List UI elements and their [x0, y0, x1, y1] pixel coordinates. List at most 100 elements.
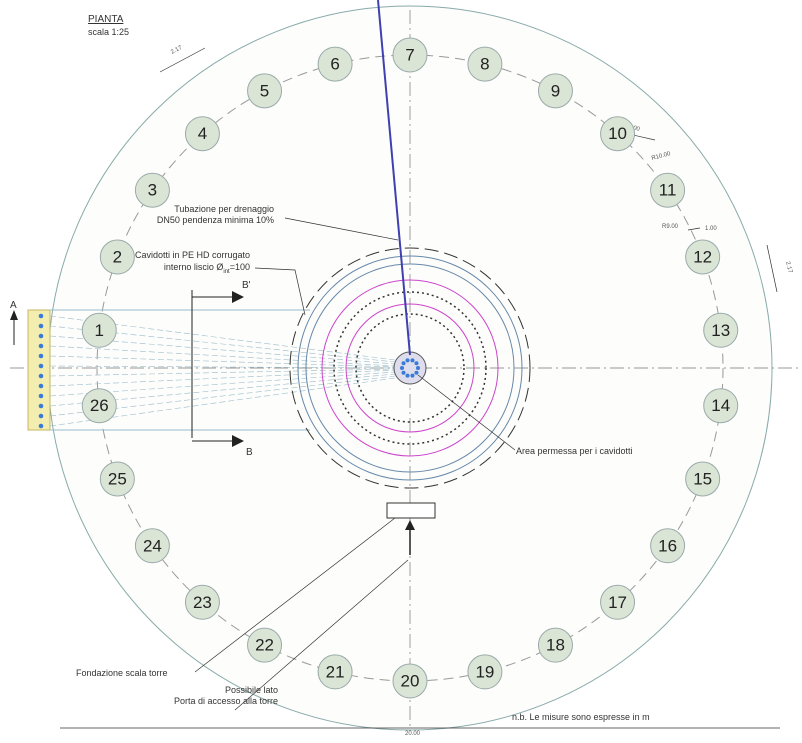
dimension: 2.17: [784, 261, 793, 274]
anchor-label: 8: [480, 55, 489, 74]
core-dot: [405, 373, 410, 378]
note: 12 Cavidotti in PE HD corrugato: [122, 250, 250, 260]
note: Porta di accesso alla torre: [174, 696, 278, 706]
note: DN50 pendenza minima 10%: [157, 215, 274, 225]
note: Possibile lato: [225, 685, 278, 695]
anchor: [703, 312, 739, 348]
anchor: [685, 461, 721, 497]
anchor: [81, 312, 117, 348]
conduit-dot: [38, 403, 44, 409]
leaders: [60, 47, 780, 729]
anchor-label: 7: [405, 46, 414, 65]
anchor-label: 12: [693, 248, 712, 267]
anchor: [317, 46, 353, 82]
conduit-box: [27, 309, 51, 431]
ring: [305, 263, 515, 473]
section-label: B: [246, 447, 253, 458]
anchor-label: 4: [198, 124, 207, 143]
section-label: A: [10, 300, 17, 311]
anchor-label: 16: [658, 536, 677, 555]
core: [393, 351, 427, 385]
anchor: [81, 388, 117, 424]
anchor-label: 9: [551, 81, 560, 100]
anchor: [650, 528, 686, 564]
anchor-label: 25: [108, 469, 127, 488]
anchor-label: 24: [143, 536, 162, 555]
anchor-label: 3: [148, 181, 157, 200]
anchor: [703, 388, 739, 424]
dimension: 20.00: [405, 731, 421, 737]
anchor: [467, 654, 503, 690]
stair-foundation: [386, 502, 436, 519]
conduit-dot: [38, 413, 44, 419]
conduit-dot: [38, 323, 44, 329]
anchor-label: 14: [711, 396, 730, 415]
core-dot: [401, 361, 406, 366]
anchor-label: 13: [711, 321, 730, 340]
anchor: [317, 654, 353, 690]
core-dot: [414, 370, 419, 375]
conduit-dot: [38, 423, 44, 429]
anchor-label: 22: [255, 636, 274, 655]
dimension: R10.00: [651, 151, 672, 162]
core-dot: [416, 366, 420, 370]
note: Tubazione per drenaggio: [174, 204, 274, 214]
anchor: [184, 116, 220, 152]
drain-pipe: [377, 0, 411, 356]
anchor-label: 10: [608, 124, 627, 143]
anchor-label: 20: [401, 672, 420, 691]
conduit-dot: [38, 373, 44, 379]
core-dot: [414, 361, 419, 366]
anchor-label: 5: [260, 81, 269, 100]
conduit-dot: [38, 383, 44, 389]
note: n.b. Le misure sono espresse in m: [512, 712, 650, 722]
anchor-label: 19: [475, 662, 494, 681]
anchor-label: 11: [659, 181, 677, 200]
anchor: [600, 116, 636, 152]
conduit-dot: [38, 333, 44, 339]
anchor: [247, 73, 283, 109]
anchor-label: 2: [113, 248, 122, 267]
anchor: [184, 584, 220, 620]
anchor-label: 15: [693, 469, 712, 488]
section-label: B': [242, 280, 251, 291]
anchor: [247, 627, 283, 663]
core-dot: [410, 358, 415, 363]
core-dot: [400, 366, 404, 370]
door-arrowhead: [405, 520, 415, 530]
core-dot: [401, 370, 406, 375]
conduit-dot: [38, 313, 44, 319]
anchor: [392, 37, 428, 73]
anchor-label: 23: [193, 593, 212, 612]
anchor: [600, 584, 636, 620]
dimension: 2.17: [170, 45, 184, 56]
ring: [333, 291, 487, 445]
anchor-label: 18: [546, 636, 565, 655]
anchor: [537, 73, 573, 109]
anchor: [467, 46, 503, 82]
core-dot: [405, 358, 410, 363]
dimension: R9.00: [662, 224, 679, 230]
anchor: [134, 172, 170, 208]
anchor: [650, 172, 686, 208]
anchor: [134, 528, 170, 564]
ring: [345, 303, 475, 433]
anchor: [537, 627, 573, 663]
dimension: 1.00: [705, 226, 717, 232]
note: interno liscio Øint=100: [164, 262, 250, 275]
anchor-label: 6: [330, 55, 339, 74]
anchor-label: 1: [95, 321, 104, 340]
conduit-dot: [38, 363, 44, 369]
conduit-dot: [38, 353, 44, 359]
anchor: [392, 663, 428, 699]
ring: [297, 255, 523, 481]
anchor: [99, 239, 135, 275]
anchor: [685, 239, 721, 275]
anchor: [99, 461, 135, 497]
conduit-dot: [38, 343, 44, 349]
note: Area permessa per i cavidotti: [516, 446, 633, 456]
title: PIANTA: [88, 14, 124, 25]
ring: [321, 279, 499, 457]
anchor-label: 17: [608, 593, 627, 612]
